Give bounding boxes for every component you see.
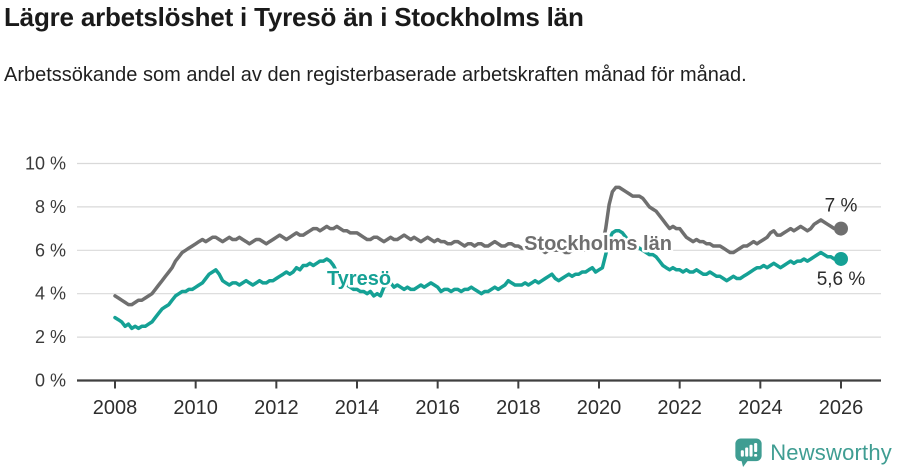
- y-tick-label: 8 %: [35, 197, 66, 217]
- x-tick-label: 2026: [819, 397, 864, 419]
- stockholm-end-dot: [834, 221, 848, 236]
- tyreso-line: [113, 229, 843, 331]
- chart-subtitle: Arbetssökande som andel av den registerb…: [4, 64, 747, 86]
- x-tick-label: 2020: [577, 397, 622, 419]
- y-tick-label: 10 %: [25, 154, 66, 174]
- bar-chart-speech-bubble-icon: [735, 438, 762, 467]
- brand-footer: Newsworthy: [734, 437, 892, 468]
- y-tick-label: 6 %: [35, 240, 66, 260]
- brand-name: Newsworthy: [770, 439, 892, 465]
- x-tick-label: 2024: [738, 397, 783, 419]
- x-tick-label: 2010: [173, 397, 218, 419]
- tyreso-end-dot: [834, 251, 848, 266]
- y-tick-label: 2 %: [35, 327, 66, 347]
- x-tick-label: 2012: [254, 397, 299, 419]
- y-tick-label: 0 %: [35, 371, 66, 391]
- stockholm-end-value: 7 %: [825, 196, 858, 217]
- stockholm-line: [113, 185, 843, 307]
- tyreso-series-label: Tyresö: [327, 268, 391, 290]
- x-tick-label: 2008: [93, 397, 138, 419]
- y-tick-label: 4 %: [35, 284, 66, 304]
- x-tick-label: 2018: [496, 397, 541, 419]
- x-tick-label: 2016: [415, 397, 460, 419]
- tyreso-end-value: 5,6 %: [817, 269, 866, 290]
- x-tick-label: 2022: [657, 397, 702, 419]
- chart-title: Lägre arbetslöshet i Tyresö än i Stockho…: [4, 2, 584, 32]
- stockholm-series-label: Stockholms län: [524, 233, 672, 255]
- x-tick-label: 2014: [335, 397, 380, 419]
